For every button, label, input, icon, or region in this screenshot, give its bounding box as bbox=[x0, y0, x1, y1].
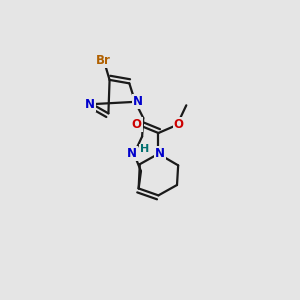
Text: O: O bbox=[174, 118, 184, 131]
Text: N: N bbox=[127, 147, 137, 160]
Text: O: O bbox=[132, 118, 142, 131]
Text: N: N bbox=[85, 98, 95, 111]
Text: N: N bbox=[154, 147, 165, 160]
Text: N: N bbox=[133, 95, 142, 108]
Text: Br: Br bbox=[96, 54, 111, 67]
Text: H: H bbox=[140, 144, 149, 154]
